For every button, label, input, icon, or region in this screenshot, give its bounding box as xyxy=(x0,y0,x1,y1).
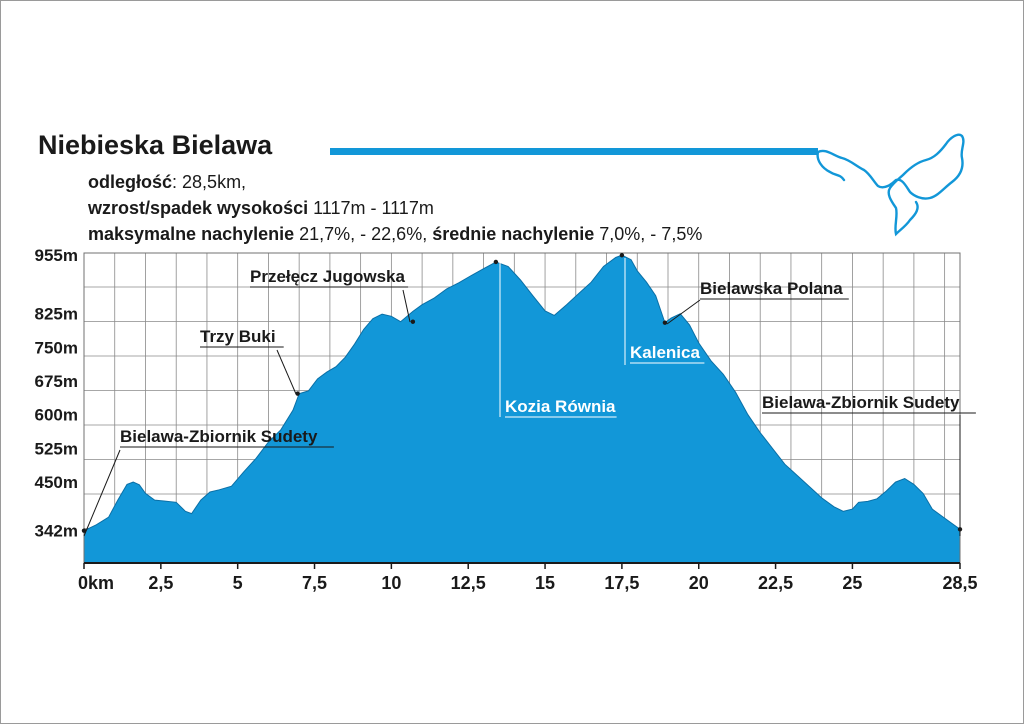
gradient-stat: maksymalne nachylenie 21,7%, - 22,6%, śr… xyxy=(88,224,702,245)
x-tick-label: 20 xyxy=(689,573,709,593)
waypoint-labels: Bielawa-Zbiornik Sudety Trzy Buki Przełęcz… xyxy=(81,253,976,537)
x-tick-label: 7,5 xyxy=(302,573,327,593)
y-tick-label: 450m xyxy=(35,473,78,492)
plot-frame xyxy=(83,252,961,564)
y-tick-label: 825m xyxy=(35,305,78,324)
waypoint-dot xyxy=(662,320,668,325)
waypoint-dot xyxy=(410,319,416,324)
waypoint-dot xyxy=(493,259,499,265)
waypoint-leader xyxy=(402,289,411,323)
x-tick-label: 22,5 xyxy=(758,573,793,593)
y-tick-label: 955m xyxy=(35,246,78,265)
elevation-area xyxy=(83,254,961,564)
x-tick-label: 10 xyxy=(381,573,401,593)
elevation-label: wzrost/spadek wysokości xyxy=(88,198,309,218)
waypoint-label: Trzy Buki xyxy=(200,327,276,346)
y-tick-label: 750m xyxy=(35,338,78,357)
elevation-stat: wzrost/spadek wysokości 1117m - 1117m xyxy=(88,198,434,219)
x-axis-ticks: 0km 2,5 5 7,5 10 12,5 15 17,5 20 22,5 25 28,5 xyxy=(78,563,978,593)
waypoint-dot xyxy=(619,253,625,258)
waypoint-label: Bielawa-Zbiornik Sudety xyxy=(762,393,960,412)
waypoint-leader xyxy=(666,299,701,325)
avg-gradient-value: 7,0%, - 7,5% xyxy=(594,224,703,244)
x-tick-label: 17,5 xyxy=(604,573,639,593)
max-gradient-label: maksymalne nachylenie xyxy=(88,224,295,244)
waypoint-label: Kozia Równia xyxy=(505,397,616,416)
elevation-area-path xyxy=(83,254,961,564)
waypoint-label: Bielawska Polana xyxy=(700,279,843,298)
distance-label: odległość xyxy=(88,172,173,192)
waypoint-leader xyxy=(276,349,297,395)
title-accent-bar xyxy=(330,148,818,155)
x-tick-label: 15 xyxy=(535,573,555,593)
distance-sep: : xyxy=(172,172,178,192)
waypoint-dot xyxy=(81,528,87,533)
y-tick-label: 600m xyxy=(35,406,78,425)
route-outline-icon xyxy=(816,133,965,237)
waypoint-label: Kalenica xyxy=(630,343,700,362)
waypoint-dot xyxy=(295,391,300,396)
route-title: Niebieska Bielawa xyxy=(38,130,273,160)
waypoint-label: Bielawa-Zbiornik Sudety xyxy=(120,427,318,446)
y-tick-label: 525m xyxy=(35,439,78,458)
avg-gradient-label: średnie nachylenie xyxy=(432,224,595,244)
y-tick-label: 342m xyxy=(35,522,78,541)
elevation-value: 1117m - 1117m xyxy=(308,198,434,218)
distance-stat: odległość: 28,5km, xyxy=(88,172,246,193)
distance-value: 28,5km, xyxy=(177,172,247,192)
x-tick-label: 2,5 xyxy=(148,573,173,593)
x-tick-label: 28,5 xyxy=(942,573,977,593)
y-axis-ticks: 342m 450m 525m 600m 675m 750m 825m 955m xyxy=(35,246,78,540)
y-tick-label: 675m xyxy=(35,372,78,391)
x-tick-label: 12,5 xyxy=(451,573,486,593)
waypoint-label: Przełęcz Jugowska xyxy=(250,267,406,286)
waypoint-leader xyxy=(83,449,121,537)
x-tick-label: 0km xyxy=(78,573,114,593)
x-tick-label: 5 xyxy=(233,573,243,593)
x-tick-label: 25 xyxy=(842,573,862,593)
max-gradient-value: 21,7%, - 22,6%, xyxy=(294,224,433,244)
